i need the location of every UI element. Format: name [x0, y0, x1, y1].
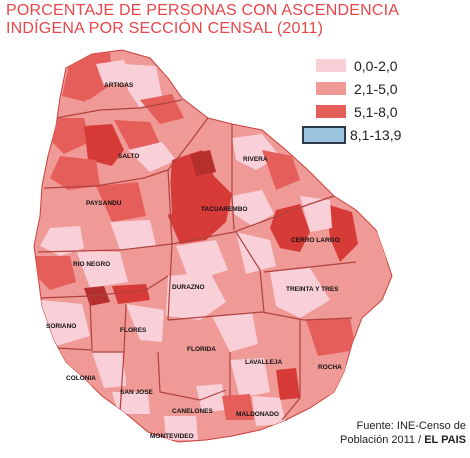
dept-label-rio-negro: RIO NEGRO: [73, 261, 110, 268]
section-region: [262, 150, 300, 190]
dept-label-paysandu: PAYSANDU: [86, 200, 122, 207]
section-region: [254, 318, 306, 360]
dept-label-maldonado: MALDONADO: [236, 411, 279, 418]
section-region: [226, 272, 268, 310]
section-region: [40, 300, 90, 346]
dept-label-salto: SALTO: [118, 153, 139, 160]
dept-label-rocha: ROCHA: [318, 364, 342, 371]
section-region: [270, 204, 310, 252]
section-region: [212, 312, 258, 352]
section-region: [54, 346, 106, 390]
section-region: [190, 150, 216, 176]
source-line-2-text: Población 2011 /: [340, 434, 425, 446]
section-region: [304, 356, 346, 398]
dept-label-treinta-y-tres: TREINTA Y TRES: [286, 286, 339, 293]
legend-swatch: [316, 59, 346, 72]
section-region: [270, 268, 330, 318]
dept-label-san-jose: SAN JOSE: [120, 389, 154, 396]
legend-label: 5,1-8,0: [354, 103, 398, 120]
section-region: [128, 142, 176, 172]
section-region: [124, 64, 162, 108]
section-region: [40, 226, 84, 256]
section-region: [42, 190, 96, 230]
source-line-1: Fuente: INE-Censo de: [356, 420, 466, 432]
legend-item: 2,1-5,0: [316, 77, 401, 100]
section-region: [176, 240, 228, 282]
section-region: [84, 124, 124, 166]
section-region: [306, 318, 356, 356]
legend-item: 5,1-8,0: [316, 100, 401, 123]
source-publisher: EL PAIS: [424, 434, 466, 446]
section-region: [252, 396, 286, 426]
dept-label-soriano: SORIANO: [46, 323, 76, 330]
source-note: Fuente: INE-Censo de Población 2011 / EL…: [340, 419, 466, 447]
map-legend: 0,0-2,0 2,1-5,0 5,1-8,0 8,1-13,9: [302, 54, 402, 146]
section-region: [276, 368, 300, 400]
section-region: [236, 232, 276, 274]
legend-label: 8,1-13,9: [350, 126, 402, 143]
section-region: [50, 156, 100, 190]
dept-label-artigas: ARTIGAS: [104, 82, 134, 89]
dept-label-durazno: DURAZNO: [172, 284, 205, 291]
section-region: [222, 394, 254, 420]
section-region: [326, 204, 358, 262]
dept-label-canelones: CANELONES: [172, 408, 213, 415]
dept-label-lavalleja: LAVALLEJA: [245, 359, 283, 366]
section-region: [112, 284, 150, 304]
source-line-2: Población 2011 / EL PAIS: [340, 433, 466, 447]
section-region: [92, 306, 138, 350]
section-region: [144, 172, 172, 218]
section-region: [232, 190, 274, 226]
section-region: [92, 352, 126, 388]
section-region: [50, 118, 90, 154]
legend-swatch: [316, 82, 346, 95]
map-title: PORCENTAJE DE PERSONAS CON ASCENDENCIA I…: [6, 2, 406, 38]
legend-item-selected[interactable]: 8,1-13,9: [302, 123, 402, 146]
legend-swatch-selected[interactable]: [302, 125, 346, 144]
section-region: [96, 182, 146, 222]
legend-swatch: [316, 105, 346, 118]
section-region: [196, 384, 226, 412]
dept-label-cerro-largo: CERRO LARGO: [291, 237, 340, 244]
dept-label-colonia: COLONIA: [66, 375, 96, 382]
section-region: [168, 150, 232, 244]
dept-label-rivera: RIVERA: [243, 156, 268, 163]
legend-label: 2,1-5,0: [354, 80, 398, 97]
section-region: [310, 262, 370, 310]
section-region: [114, 120, 160, 150]
section-region: [164, 416, 198, 440]
section-region: [356, 220, 388, 262]
dept-label-flores: FLORES: [120, 327, 147, 334]
legend-label: 0,0-2,0: [354, 57, 398, 74]
section-region: [160, 372, 202, 412]
section-region: [36, 256, 76, 290]
section-region: [110, 220, 156, 250]
section-region: [126, 304, 164, 342]
section-region: [122, 352, 160, 392]
dept-label-florida: FLORIDA: [187, 346, 216, 353]
section-region: [76, 250, 128, 288]
section-region: [166, 272, 226, 320]
section-region: [130, 246, 176, 284]
dept-label-montevideo: MONTEVIDEO: [150, 433, 194, 440]
legend-item: 0,0-2,0: [316, 54, 401, 77]
section-region: [96, 60, 132, 86]
section-region: [186, 118, 232, 158]
title-line-2: INDÍGENA POR SECCIÓN CENSAL (2011): [6, 20, 324, 37]
section-region: [230, 358, 270, 398]
department-borders: [37, 99, 357, 421]
title-line-1: PORCENTAJE DE PERSONAS CON ASCENDENCIA: [6, 2, 400, 19]
section-region: [166, 320, 228, 374]
dept-label-tacuarembo: TACUAREMBO: [201, 206, 247, 213]
